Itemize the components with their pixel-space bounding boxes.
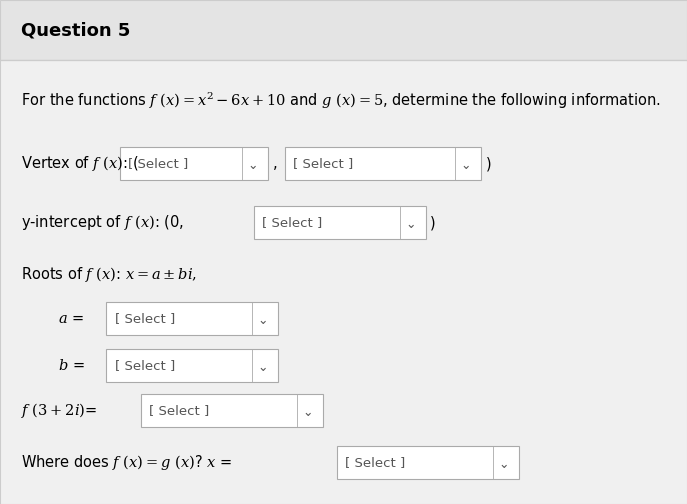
- FancyBboxPatch shape: [254, 207, 426, 239]
- FancyBboxPatch shape: [106, 302, 278, 335]
- Text: ⌄: ⌄: [498, 458, 509, 471]
- Text: ⌄: ⌄: [247, 159, 258, 172]
- Text: Where does $f$ $(x) = g$ $(x)$? $x$ =: Where does $f$ $(x) = g$ $(x)$? $x$ =: [21, 453, 232, 472]
- Text: [ Select ]: [ Select ]: [149, 404, 210, 417]
- Text: ⌄: ⌄: [258, 361, 269, 374]
- Text: ): ): [486, 156, 491, 171]
- Text: ⌄: ⌄: [405, 218, 416, 231]
- Text: For the functions $f$ $(x) = x^2 - 6x + 10$ and $g$ $(x) = 5$, determine the fol: For the functions $f$ $(x) = x^2 - 6x + …: [21, 91, 660, 111]
- Text: $a$ =: $a$ =: [58, 311, 85, 326]
- Text: [ Select ]: [ Select ]: [262, 216, 323, 229]
- FancyBboxPatch shape: [141, 394, 323, 427]
- Text: ,: ,: [273, 156, 278, 171]
- Text: ⌄: ⌄: [258, 314, 269, 327]
- FancyBboxPatch shape: [106, 349, 278, 382]
- Text: Roots of $f$ $(x)$: $x = a \pm bi,$: Roots of $f$ $(x)$: $x = a \pm bi,$: [21, 265, 196, 284]
- Text: ): ): [430, 215, 436, 230]
- Text: [ Select ]: [ Select ]: [128, 157, 189, 170]
- Text: Question 5: Question 5: [21, 21, 130, 39]
- Text: [ Select ]: [ Select ]: [115, 312, 175, 325]
- Text: Vertex of $f$ $(x)$: (: Vertex of $f$ $(x)$: (: [21, 154, 138, 173]
- FancyBboxPatch shape: [120, 148, 268, 180]
- Text: $b$ =: $b$ =: [58, 358, 85, 373]
- Text: [ Select ]: [ Select ]: [115, 359, 175, 372]
- FancyBboxPatch shape: [337, 447, 519, 479]
- Text: [ Select ]: [ Select ]: [293, 157, 354, 170]
- Text: y-intercept of $f$ $(x)$: (0,: y-intercept of $f$ $(x)$: (0,: [21, 213, 183, 232]
- FancyBboxPatch shape: [285, 148, 481, 180]
- Text: $f$ $(3 + 2i)$=: $f$ $(3 + 2i)$=: [21, 401, 97, 420]
- Text: [ Select ]: [ Select ]: [345, 456, 405, 469]
- Text: ⌄: ⌄: [302, 406, 313, 419]
- FancyBboxPatch shape: [0, 0, 687, 60]
- Text: ⌄: ⌄: [460, 159, 471, 172]
